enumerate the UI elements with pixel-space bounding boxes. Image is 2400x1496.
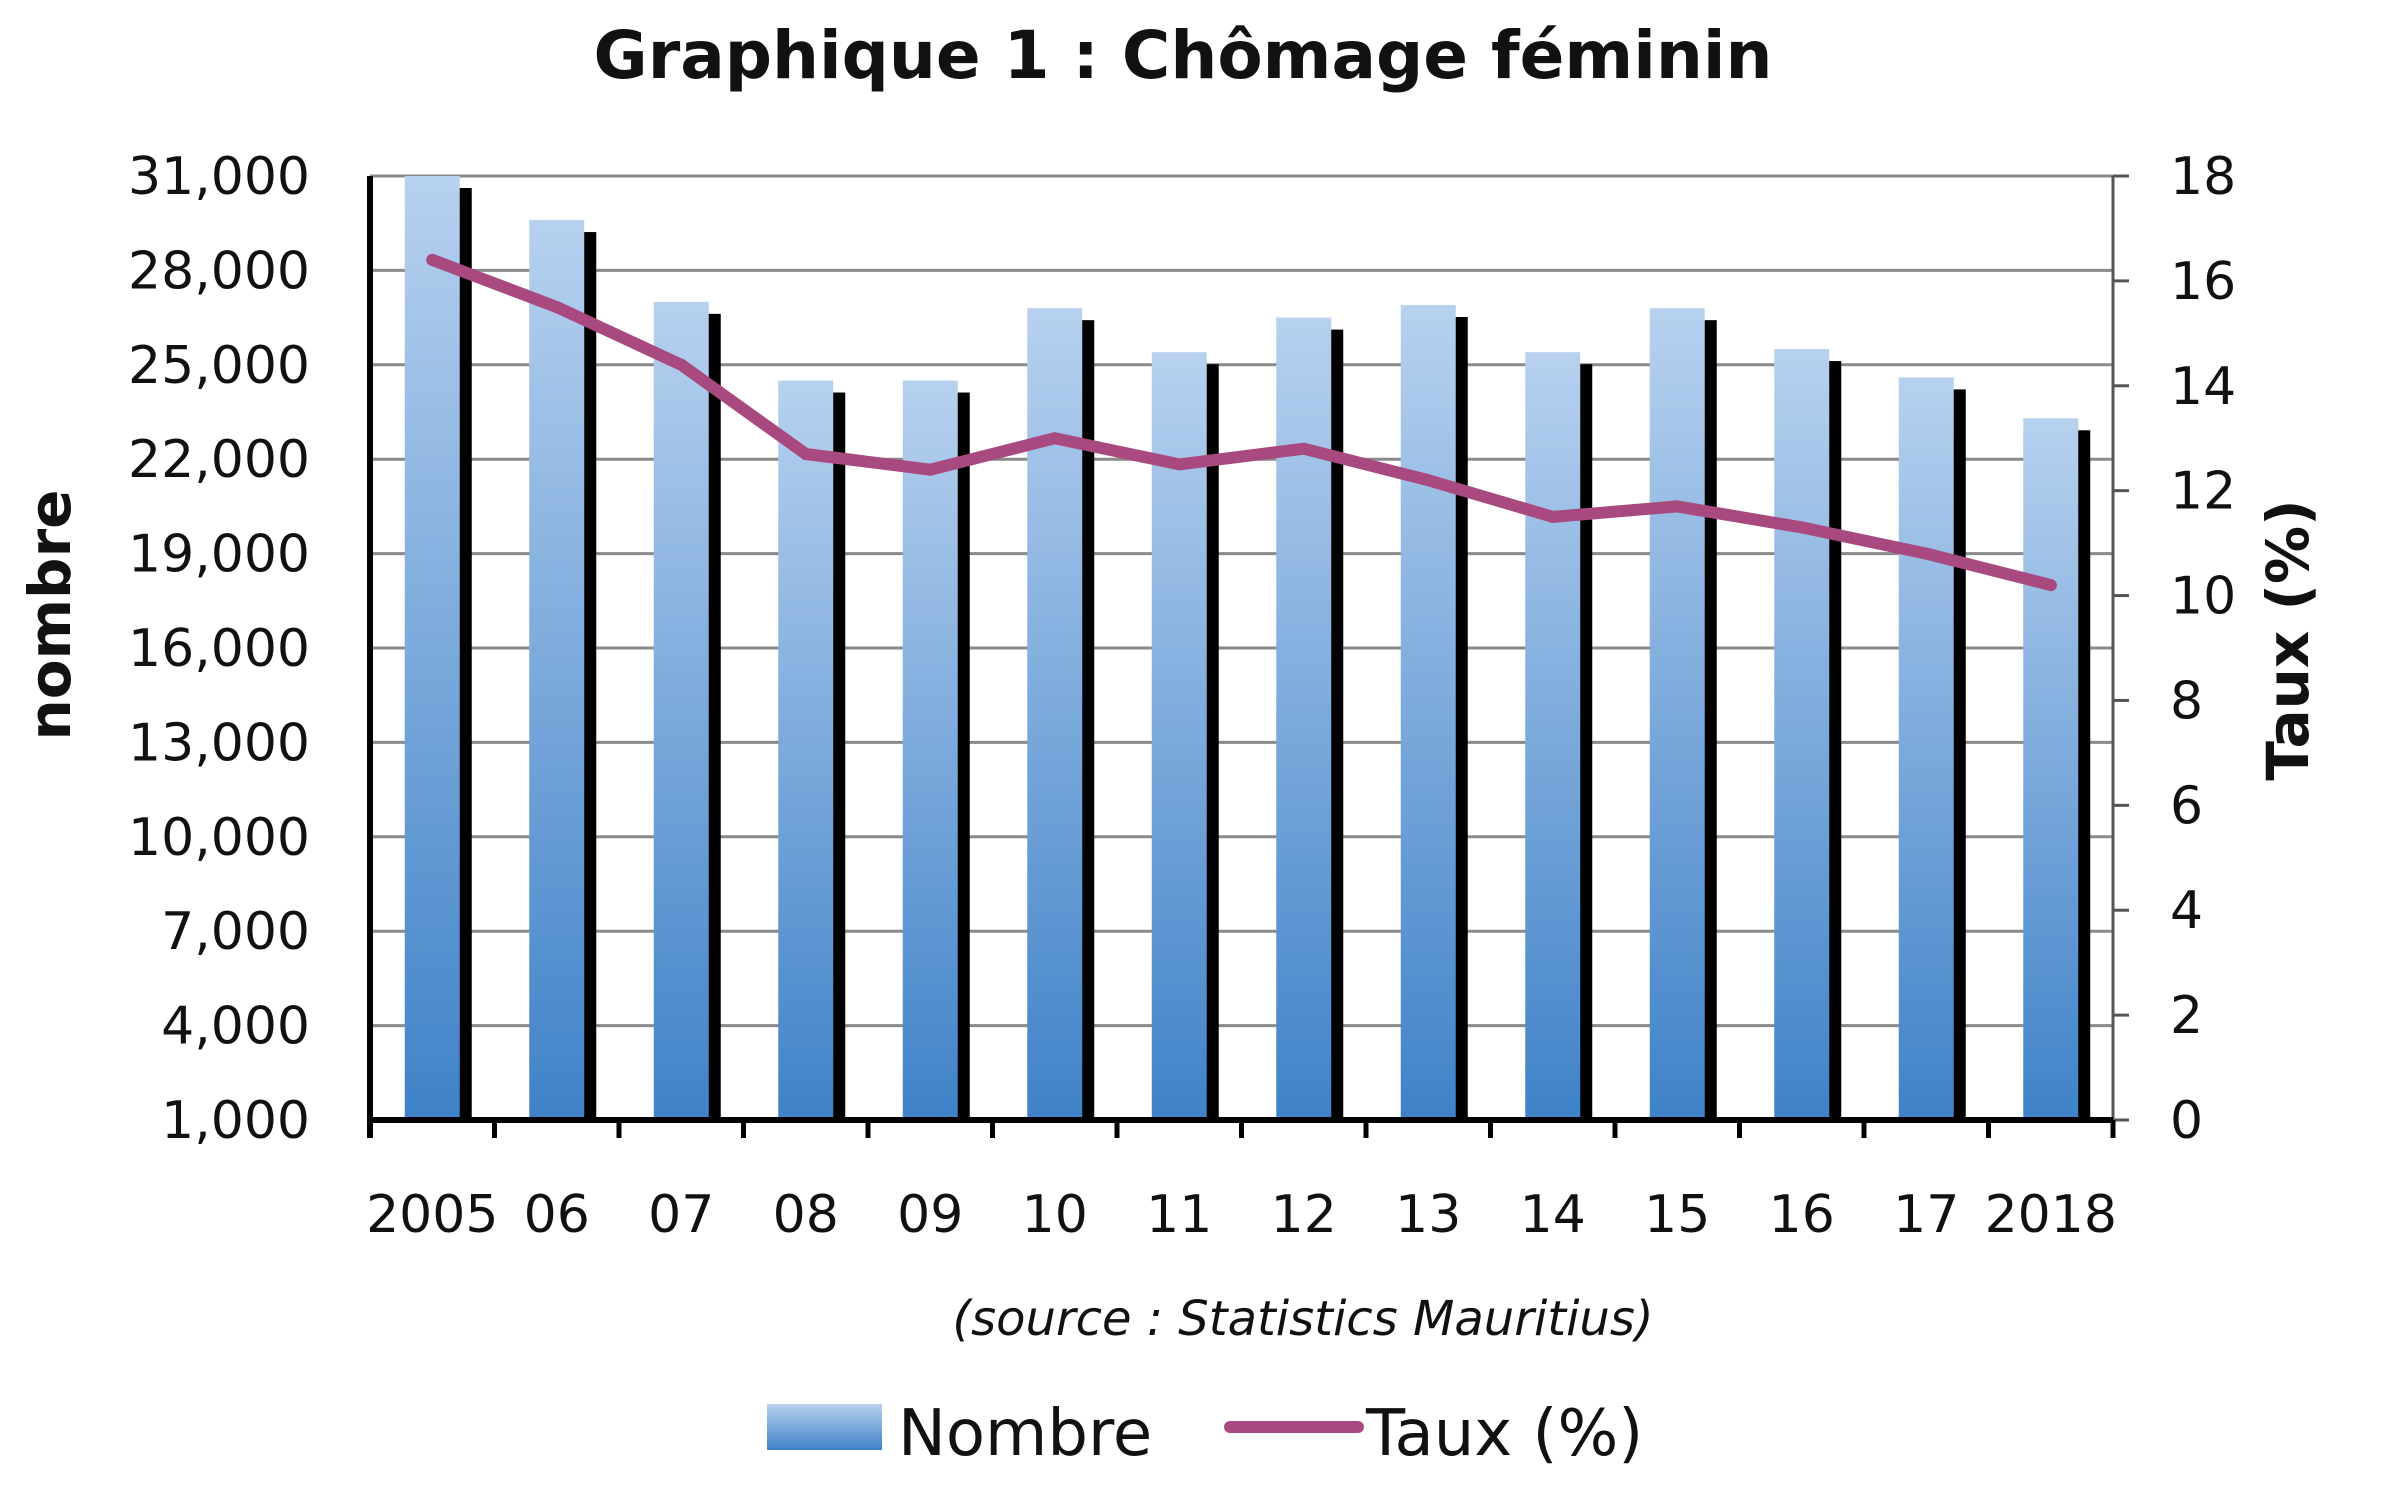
- y-left-tick-label: 10,000: [128, 808, 310, 868]
- legend-label-nombre: Nombre: [898, 1397, 1152, 1471]
- y-left-tick-label: 7,000: [161, 902, 310, 962]
- y-right-tick-label: 0: [2170, 1091, 2203, 1151]
- bar: [1774, 349, 1830, 1121]
- rate-point: [550, 301, 563, 314]
- legend-swatch-nombre: [767, 1404, 882, 1450]
- x-tick-label: 11: [1146, 1185, 1212, 1245]
- y-right-tick-label: 8: [2170, 671, 2203, 731]
- x-tick-label: 09: [897, 1185, 963, 1245]
- rate-point: [1671, 500, 1684, 513]
- rate-point: [1920, 547, 1933, 560]
- x-tick-label: 2018: [1985, 1185, 2117, 1245]
- rate-point: [675, 358, 688, 371]
- bar: [902, 380, 958, 1120]
- bar: [1276, 317, 1332, 1121]
- y-right-tick-label: 2: [2170, 986, 2203, 1046]
- x-tick-label: 12: [1271, 1185, 1337, 1245]
- bar: [1151, 352, 1207, 1120]
- rate-point: [924, 463, 937, 476]
- bar: [1525, 352, 1581, 1120]
- rate-point: [2044, 579, 2057, 592]
- y-axis-left-title: nombre: [16, 489, 84, 740]
- y-right-tick-label: 6: [2170, 776, 2203, 836]
- y-right-tick-label: 16: [2170, 252, 2236, 312]
- y-right-tick-label: 14: [2170, 357, 2236, 417]
- x-tick-label: 08: [773, 1185, 839, 1245]
- axes: [367, 174, 2129, 1138]
- rate-line-series: [426, 253, 2057, 592]
- rate-point: [1173, 458, 1186, 471]
- x-tick-label: 13: [1395, 1185, 1461, 1245]
- rate-line: [426, 253, 2057, 592]
- legend: Nombre Taux (%): [767, 1397, 1643, 1471]
- chart-title: Graphique 1 : Chômage féminin: [594, 17, 1773, 94]
- y-right-tick-label: 18: [2170, 147, 2236, 207]
- x-tick-label: 06: [524, 1185, 590, 1245]
- rate-point: [1546, 510, 1559, 523]
- x-tick-label: 07: [648, 1185, 714, 1245]
- bar: [1400, 305, 1456, 1121]
- y-left-tick-label: 13,000: [128, 713, 310, 773]
- rate-point: [1795, 521, 1808, 534]
- y-left-tick-label: 25,000: [128, 336, 310, 396]
- bar: [1898, 377, 1954, 1120]
- x-tick-label: 10: [1022, 1185, 1088, 1245]
- y-left-tick-label: 19,000: [128, 525, 310, 585]
- source-note: (source : Statistics Mauritius): [952, 1291, 1653, 1347]
- y-right-tick-label: 10: [2170, 567, 2236, 627]
- y-right-tick-label: 12: [2170, 462, 2236, 522]
- gridlines: [370, 174, 2113, 1028]
- y-left-tick-label: 16,000: [128, 619, 310, 679]
- bar-series: [404, 176, 2091, 1121]
- bar: [653, 301, 709, 1120]
- rate-point: [426, 253, 439, 266]
- x-tick-label: 15: [1644, 1185, 1710, 1245]
- bar: [529, 220, 585, 1120]
- x-tick-label: 14: [1520, 1185, 1586, 1245]
- bar: [2023, 418, 2079, 1120]
- rate-point: [1297, 442, 1310, 455]
- y-axis-right-title: Taux (%): [2254, 499, 2322, 780]
- bar: [778, 380, 834, 1120]
- bar: [404, 176, 460, 1120]
- rate-point: [1422, 474, 1435, 487]
- y-right-tick-label: 4: [2170, 881, 2203, 941]
- x-tick-label: 16: [1769, 1185, 1835, 1245]
- y-left-tick-label: 28,000: [128, 241, 310, 301]
- bar: [1027, 308, 1083, 1120]
- rate-point: [799, 447, 812, 460]
- y-left-tick-label: 22,000: [128, 430, 310, 490]
- x-tick-label: 2005: [366, 1185, 498, 1245]
- y-left-tick-label: 4,000: [161, 997, 310, 1057]
- y-left-tick-label: 31,000: [128, 147, 310, 207]
- legend-label-taux: Taux (%): [1365, 1397, 1643, 1471]
- y-left-tick-label: 1,000: [161, 1091, 310, 1151]
- tick-labels: 1,000 4,000 7,000 10,000 13,000 16,000 19,000 2…: [128, 147, 2236, 1245]
- x-tick-label: 17: [1893, 1185, 1959, 1245]
- bar: [1649, 308, 1705, 1120]
- rate-point: [1048, 432, 1061, 445]
